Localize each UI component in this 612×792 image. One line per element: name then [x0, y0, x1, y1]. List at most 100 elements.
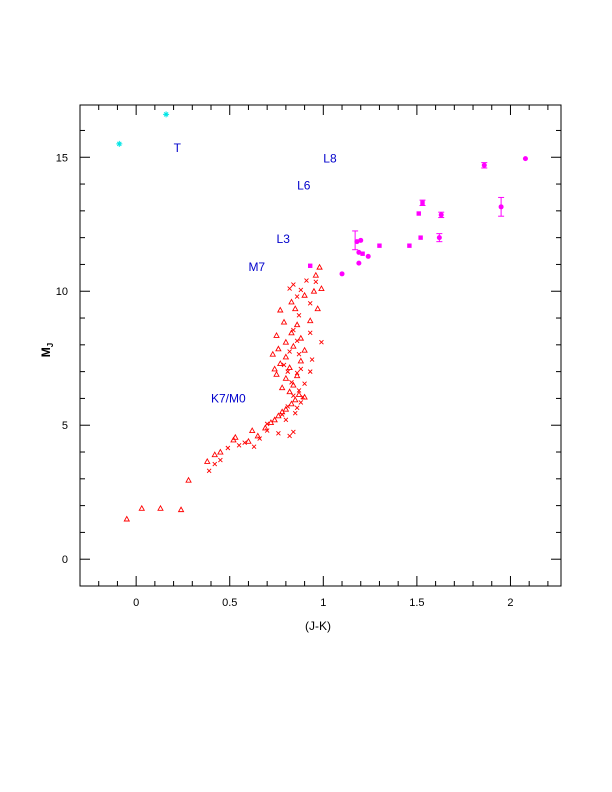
triangle-marker: [282, 353, 290, 360]
circle-marker: [339, 271, 345, 277]
cross-marker: [307, 330, 313, 336]
data-points: [116, 111, 528, 522]
cross-marker: [281, 362, 287, 368]
triangle-marker: [185, 476, 192, 483]
error-bars: [352, 162, 505, 251]
triangle-marker: [316, 263, 323, 270]
x-tick-label: 2: [507, 597, 513, 609]
y-tick-label: 5: [62, 420, 68, 432]
cross-marker: [287, 349, 292, 354]
cross-marker: [300, 394, 306, 400]
cross-marker: [291, 282, 296, 287]
triangle-marker: [293, 321, 301, 328]
triangle-marker: [306, 317, 314, 324]
cross-marker: [319, 339, 324, 345]
triangle-marker: [280, 318, 288, 325]
triangle-marker: [217, 448, 224, 455]
annotations: K7/M0 M7 L3 L6 L8 T: [174, 141, 337, 406]
cross-marker: [285, 369, 291, 374]
triangle-marker: [275, 345, 282, 352]
triangle-marker: [273, 332, 280, 338]
star-marker: [163, 111, 170, 118]
cross-marker: [307, 369, 313, 374]
triangle-marker: [288, 298, 295, 305]
triangle-marker: [248, 427, 256, 434]
cross-marker: [287, 286, 292, 291]
triangle-marker: [276, 306, 284, 313]
axis-tick-labels: 0 0.5 1 1.5 2 0 5 10 15: [56, 152, 514, 609]
triangle-marker: [301, 291, 308, 298]
triangle-marker: [204, 457, 211, 464]
triangle-marker: [271, 416, 278, 423]
cross-marker: [283, 417, 289, 423]
cross-marker: [264, 428, 270, 433]
circle-marker: [522, 156, 528, 162]
annotation-label: L6: [297, 178, 311, 192]
triangle-marker: [232, 433, 239, 440]
cross-marker: [276, 430, 281, 436]
square-marker: [407, 243, 412, 248]
cross-marker: [206, 468, 212, 474]
cross-marker: [264, 421, 270, 427]
cross-marker: [291, 327, 296, 333]
cross-marker: [298, 400, 304, 405]
cross-marker: [291, 429, 296, 435]
star-marker: [116, 140, 123, 147]
cross-marker: [291, 393, 296, 399]
circle-marker: [356, 249, 362, 255]
triangle-marker: [293, 372, 301, 379]
triangle-marker: [297, 334, 305, 341]
cross-marker: [304, 278, 309, 283]
y-axis-title: MJ: [39, 343, 55, 357]
triangle-marker: [288, 329, 295, 336]
square-marker: [360, 251, 365, 256]
cross-marker: [294, 338, 300, 344]
triangle-marker: [245, 437, 252, 444]
triangle-marker: [273, 370, 280, 377]
circle-marker: [365, 253, 371, 259]
cross-marker: [289, 380, 294, 385]
triangle-marker: [275, 412, 282, 419]
x-tick-label: 1: [320, 597, 326, 609]
cross-marker: [257, 436, 262, 441]
cross-marker: [298, 287, 304, 293]
cross-marker: [302, 381, 307, 387]
triangle-marker: [138, 504, 146, 511]
triangle-marker: [269, 350, 277, 357]
square-marker: [418, 235, 423, 240]
triangle-marker: [310, 287, 318, 294]
triangle-marker: [271, 365, 278, 372]
triangle-marker: [282, 405, 290, 412]
annotation-label: K7/M0: [211, 391, 246, 405]
triangle-marker: [282, 338, 290, 345]
triangle-marker: [290, 342, 297, 349]
triangle-marker: [291, 305, 299, 312]
axis-ticks: [80, 105, 561, 587]
cross-marker: [296, 388, 302, 393]
x-tick-label: 1.5: [409, 597, 424, 609]
cross-marker: [285, 404, 291, 409]
cross-marker: [287, 433, 292, 439]
triangle-marker: [314, 305, 321, 312]
circle-marker: [354, 239, 360, 245]
triangle-marker: [157, 504, 164, 511]
triangle-marker: [254, 432, 262, 439]
cross-marker: [298, 366, 304, 372]
cross-marker: [309, 357, 315, 362]
triangle-marker: [278, 384, 286, 391]
cross-marker: [294, 370, 300, 376]
triangle-marker: [301, 346, 308, 353]
x-axis-title: (J-K): [305, 619, 331, 633]
triangle-marker: [286, 364, 293, 371]
triangle-marker: [276, 360, 284, 367]
circle-marker: [356, 260, 362, 266]
y-tick-label: 0: [62, 554, 68, 566]
x-tick-label: 0: [133, 597, 139, 609]
cross-marker: [313, 279, 319, 285]
square-marker: [416, 211, 421, 216]
cross-marker: [242, 440, 248, 445]
plot-frame: [79, 104, 562, 587]
y-tick-label: 10: [56, 286, 68, 298]
triangle-marker: [288, 400, 295, 407]
